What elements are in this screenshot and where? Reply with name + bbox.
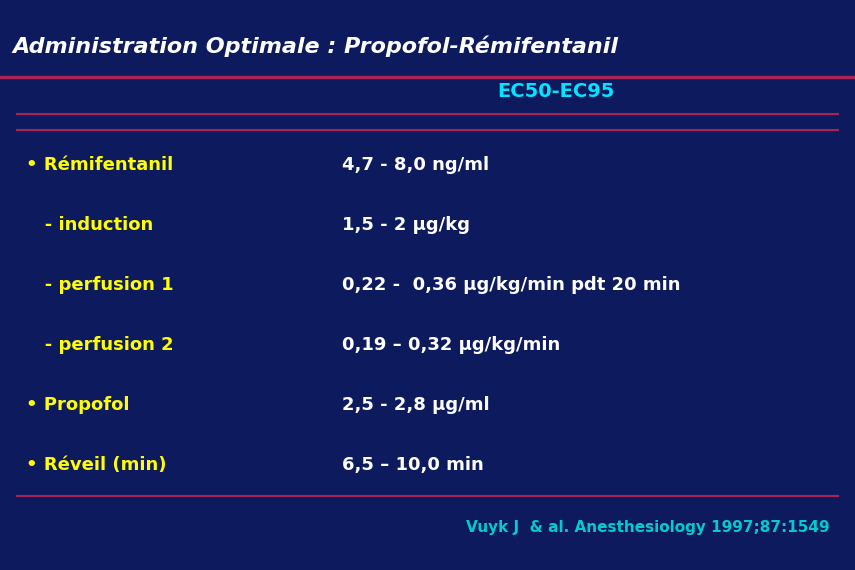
Text: Vuyk J  & al. Anesthesiology 1997;87:1549: Vuyk J & al. Anesthesiology 1997;87:1549 [466, 520, 829, 535]
Text: 4,7 - 8,0 ng/ml: 4,7 - 8,0 ng/ml [342, 156, 489, 174]
Text: EC50-EC95: EC50-EC95 [497, 82, 615, 101]
Text: 1,5 - 2 μg/kg: 1,5 - 2 μg/kg [342, 216, 470, 234]
Text: - perfusion 1: - perfusion 1 [26, 276, 174, 294]
Text: 0,22 -  0,36 μg/kg/min pdt 20 min: 0,22 - 0,36 μg/kg/min pdt 20 min [342, 276, 681, 294]
Text: • Rémifentanil: • Rémifentanil [26, 156, 173, 174]
Text: 6,5 – 10,0 min: 6,5 – 10,0 min [342, 455, 484, 474]
Text: • Propofol: • Propofol [26, 396, 129, 414]
Text: 2,5 - 2,8 μg/ml: 2,5 - 2,8 μg/ml [342, 396, 490, 414]
Text: - induction: - induction [26, 216, 153, 234]
Text: • Réveil (min): • Réveil (min) [26, 455, 166, 474]
Text: 0,19 – 0,32 μg/kg/min: 0,19 – 0,32 μg/kg/min [342, 336, 560, 354]
Text: Administration Optimale : Propofol-Rémifentanil: Administration Optimale : Propofol-Rémif… [13, 36, 619, 58]
Text: - perfusion 2: - perfusion 2 [26, 336, 174, 354]
